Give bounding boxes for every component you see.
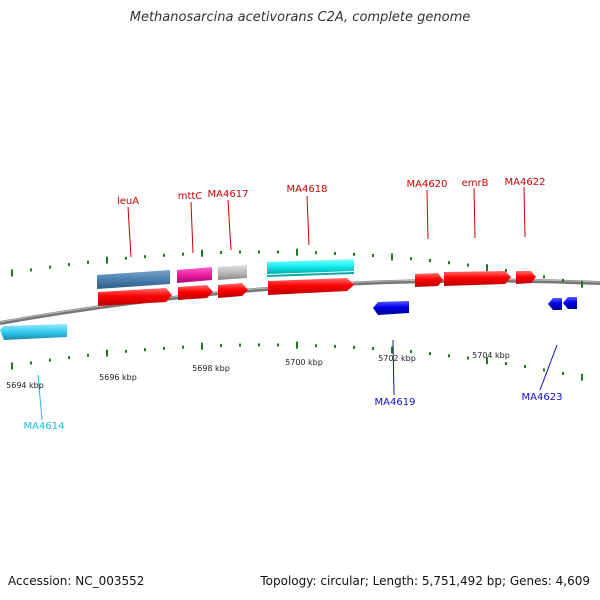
MA4623-cds-arrow-b (563, 297, 577, 309)
gene-label-MA4614: MA4614 (24, 421, 65, 432)
MA4620-cds-arrow (415, 273, 443, 287)
leuA-cds-arrow (98, 288, 172, 306)
MA4614-leader-line (37, 374, 43, 421)
MA4623-leader-line (539, 344, 558, 391)
gene-label-MA4620: MA4620 (407, 179, 448, 190)
gene-label-mttC: mttC (178, 191, 203, 202)
outer-tick-marks (11, 248, 583, 288)
gene-label-MA4622: MA4622 (505, 177, 546, 188)
MA4622-leader-line (523, 186, 526, 238)
kbp-label-5698: 5698 kbp (192, 364, 230, 373)
MA4618-cds-arrow (268, 278, 354, 295)
MA4617-annotation-feature (218, 265, 247, 280)
emrB-cds-arrow (444, 271, 511, 286)
leuA-leader-line (127, 206, 132, 258)
MA4623-cds-arrow-a (548, 298, 562, 310)
MA4620-leader-line (426, 189, 429, 240)
MA4617-cds-arrow (218, 283, 248, 298)
gene-label-leuA: leuA (117, 196, 139, 207)
MA4622-cds-arrow (516, 271, 536, 284)
kbp-label-5696: 5696 kbp (99, 373, 137, 382)
emrB-leader-line (473, 187, 476, 239)
mttC-leader-line (190, 201, 194, 254)
MA4617-leader-line (227, 199, 232, 251)
accession-text: Accession: NC_003552 (8, 574, 145, 588)
gene-label-MA4623: MA4623 (522, 392, 563, 403)
gene-label-MA4617: MA4617 (208, 189, 249, 200)
mttC-annotation-feature (177, 267, 212, 283)
leuA-annotation-feature (97, 270, 170, 289)
inner-tick-marks (11, 341, 583, 381)
kbp-label-5702: 5702 kbp (378, 354, 416, 363)
mttC-cds-arrow (178, 285, 213, 300)
kbp-label-5704: 5704 kbp (472, 351, 510, 360)
gene-label-MA4618: MA4618 (287, 184, 328, 195)
MA4614-annotation-feature (0, 324, 67, 340)
MA4618-leader-line (306, 195, 310, 246)
gene-label-MA4619: MA4619 (375, 397, 416, 408)
MA4619-cds-arrow (373, 301, 409, 315)
kbp-label-5700: 5700 kbp (285, 358, 323, 367)
map-title: Methanosarcina acetivorans C2A, complete… (129, 10, 471, 25)
genome-summary-text: Topology: circular; Length: 5,751,492 bp… (260, 574, 590, 588)
gene-label-emrB: emrB (462, 178, 489, 189)
MA4618-annotation-underline (267, 272, 354, 277)
MA4618-annotation-feature (267, 259, 354, 274)
MA4619-leader-line (392, 339, 395, 396)
kbp-label-5694: 5694 kbp (6, 381, 44, 390)
